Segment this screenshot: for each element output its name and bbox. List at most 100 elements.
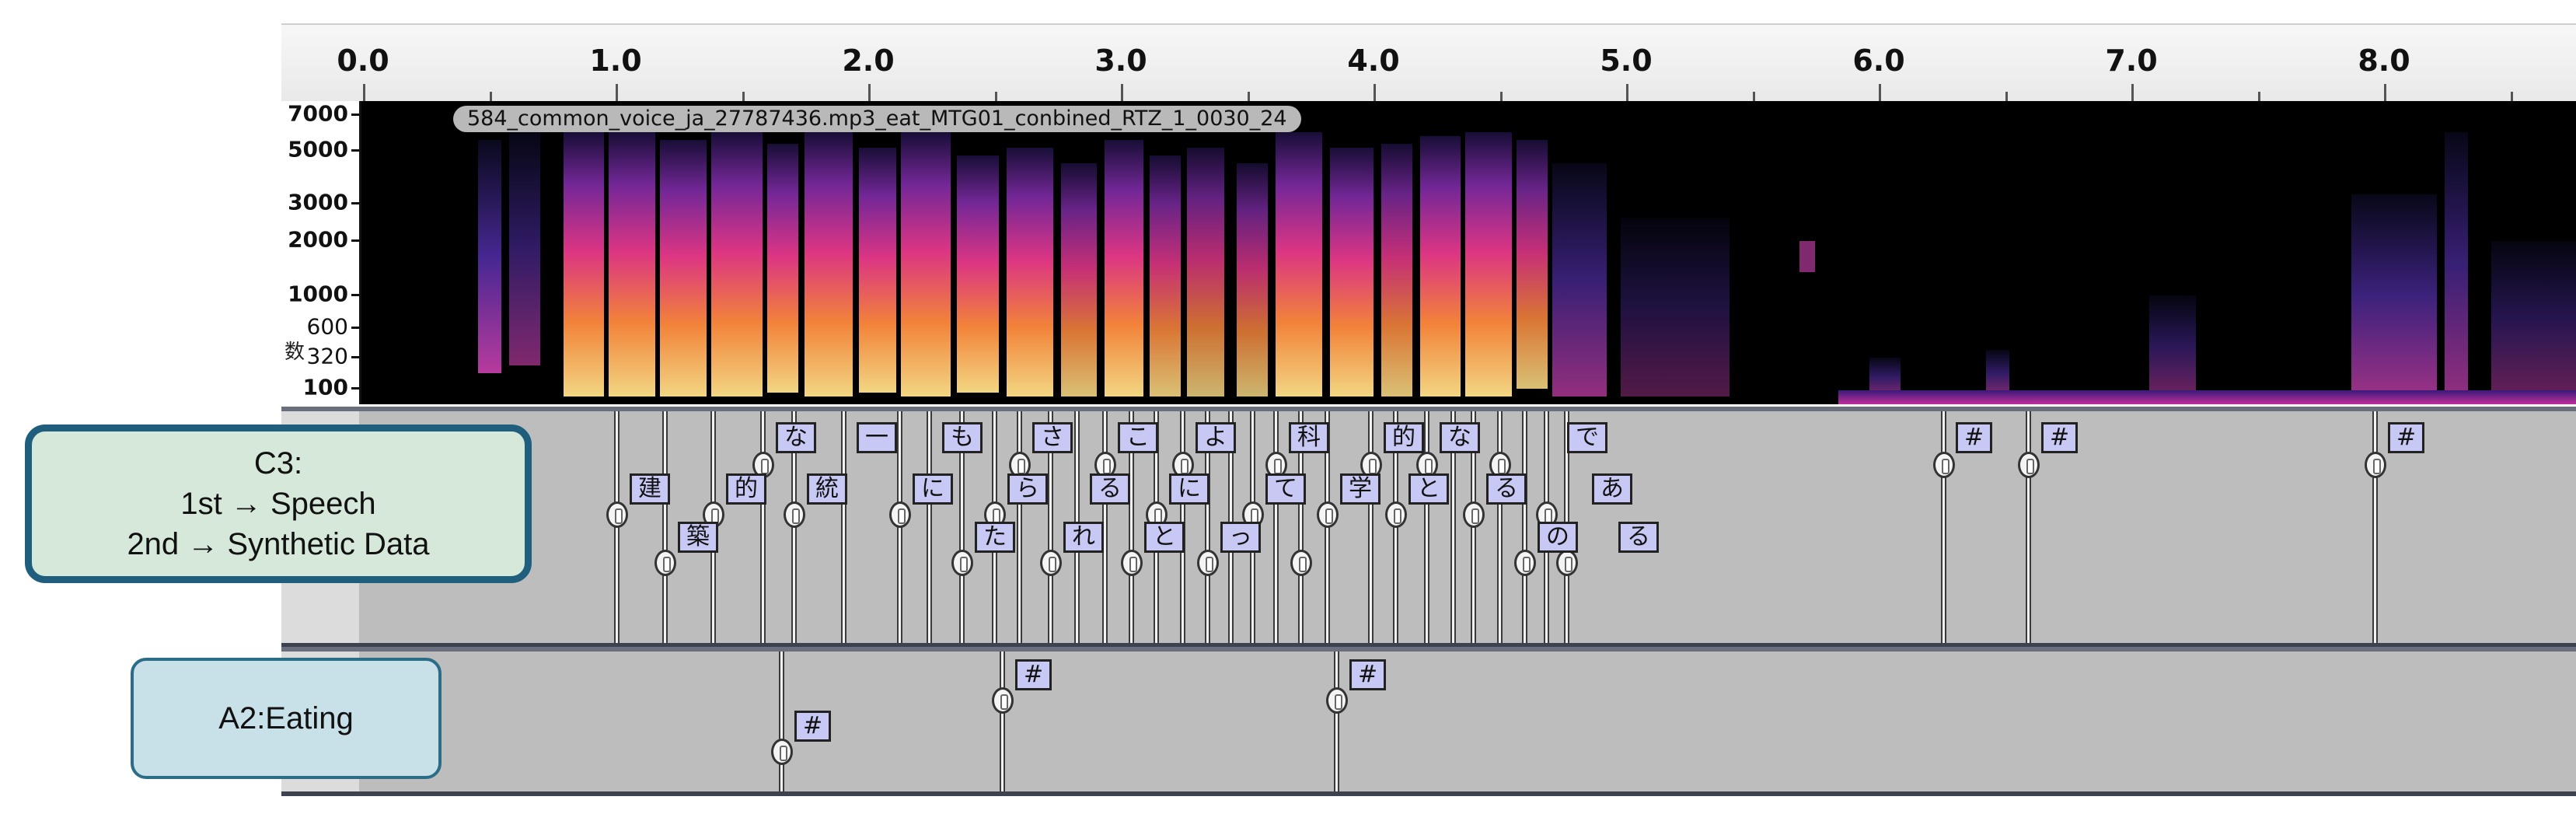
phonetic-label[interactable]: 築 [678,522,718,553]
pause-label[interactable]: # [2041,422,2079,453]
boundary-handle-icon[interactable] [992,687,1014,714]
label-boundary[interactable] [2372,411,2378,643]
frequency-label: 5000 [288,136,348,162]
phonetic-label[interactable]: さ [1032,422,1073,453]
label-boundary[interactable] [1424,411,1429,643]
boundary-handle-icon[interactable] [2018,452,2040,478]
label-boundary[interactable] [1017,411,1022,643]
phonetic-label[interactable]: の [1538,522,1578,553]
boundary-handle-icon[interactable] [889,501,911,528]
spectrogram-graphic [478,132,2576,404]
phonetic-label[interactable]: て [1265,473,1306,505]
phonetic-label[interactable]: 学 [1340,473,1380,505]
phonetic-label[interactable]: 建 [630,473,670,505]
phonetic-label[interactable]: あ [1592,473,1632,505]
label-boundary[interactable] [1334,652,1339,791]
ruler-tick [2384,84,2386,101]
label-boundary[interactable] [841,411,846,643]
pause-label[interactable]: # [1349,659,1387,690]
boundary-handle-icon[interactable] [1197,550,1219,576]
phonetic-label[interactable]: 科 [1289,422,1329,453]
label-boundary[interactable] [959,411,965,643]
clip-name-badge[interactable]: 584_common_voice_ja_27787436.mp3_eat_MTG… [453,106,1301,132]
ruler-tick [2131,84,2134,101]
label-track-eating[interactable]: # # # [281,647,2576,796]
label-boundary[interactable] [1129,411,1134,643]
phonetic-label[interactable]: よ [1196,422,1236,453]
phonetic-label[interactable]: に [1169,473,1209,505]
label-track-speech[interactable]: 建 築 的 な 統 一 に も た ら さ れ る こ と に よ っ て 科 … [281,407,2576,648]
phonetic-label[interactable]: た [975,522,1015,553]
label-boundary[interactable] [1368,411,1374,643]
phonetic-label[interactable]: な [1440,422,1480,453]
label-boundary[interactable] [1450,411,1456,643]
spectrogram-track[interactable]: 7000 5000 3000 2000 1000 600 320 100 数 [281,101,2576,404]
phonetic-label[interactable]: れ [1063,522,1104,553]
boundary-handle-icon[interactable] [1290,550,1312,576]
boundary-handle-icon[interactable] [1121,550,1143,576]
label-boundary[interactable] [662,411,668,643]
callout-a2-text: A2:Eating [218,700,354,735]
boundary-handle-icon[interactable] [1463,501,1485,528]
boundary-handle-icon[interactable] [1040,550,1062,576]
phonetic-label[interactable]: る [1090,473,1130,505]
phonetic-label[interactable]: こ [1118,422,1158,453]
boundary-handle-icon[interactable] [951,550,973,576]
ruler-tick [1752,92,1755,101]
phonetic-label[interactable]: る [1618,522,1659,553]
ruler-label: 4.0 [1347,44,1400,78]
phonetic-label[interactable]: な [776,422,816,453]
pause-label[interactable]: # [1015,659,1052,690]
label-boundary[interactable] [1273,411,1279,643]
phonetic-label[interactable]: と [1408,473,1449,505]
phonetic-label[interactable]: 的 [1384,422,1424,453]
label-boundary[interactable] [779,652,784,791]
ruler-label: 3.0 [1094,44,1147,78]
boundary-handle-icon[interactable] [654,550,676,576]
label-boundary[interactable] [1941,411,1946,643]
label-boundary[interactable] [1205,411,1210,643]
boundary-handle-icon[interactable] [771,739,793,765]
ruler-tick [1626,84,1628,101]
frequency-axis-title: 数 [284,341,305,364]
ruler-tick [616,84,618,101]
boundary-handle-icon[interactable] [1933,452,1955,478]
pause-label[interactable]: # [2388,422,2425,453]
frequency-label: 100 [302,374,348,400]
boundary-handle-icon[interactable] [2365,452,2386,478]
label-boundary[interactable] [927,411,932,643]
phonetic-label[interactable]: に [913,473,953,505]
phonetic-label[interactable]: 統 [807,473,847,505]
phonetic-label[interactable]: で [1567,422,1607,453]
boundary-handle-icon[interactable] [1514,550,1536,576]
phonetic-label[interactable]: 一 [857,422,897,453]
boundary-handle-icon[interactable] [1326,687,1348,714]
label-boundary[interactable] [2026,411,2031,643]
phonetic-label[interactable]: と [1144,522,1185,553]
label-boundary[interactable] [1000,652,1005,791]
boundary-handle-icon[interactable] [606,501,628,528]
boundary-handle-icon[interactable] [1489,452,1511,478]
boundary-handle-icon[interactable] [1385,501,1407,528]
label-boundary[interactable] [1522,411,1527,643]
label-boundary[interactable] [1048,411,1053,643]
ruler-label: 0.0 [337,44,389,78]
frequency-label: 2000 [288,226,348,253]
callout-a2: A2:Eating [131,658,442,779]
phonetic-label[interactable]: も [942,422,983,453]
label-boundary[interactable] [1298,411,1304,643]
time-ruler[interactable]: 0.0 1.0 2.0 3.0 4.0 5.0 6.0 7.0 8.0 [281,23,2576,103]
phonetic-label[interactable]: 的 [726,473,766,505]
pause-label[interactable]: # [794,711,832,742]
boundary-handle-icon[interactable] [1317,501,1339,528]
boundary-handle-icon[interactable] [1556,550,1578,576]
phonetic-label[interactable]: る [1486,473,1527,505]
phonetic-label[interactable]: っ [1220,522,1261,553]
label-boundary[interactable] [760,411,766,643]
spectrogram-image[interactable]: 584_common_voice_ja_27787436.mp3_eat_MTG… [361,101,2576,404]
phonetic-label[interactable]: ら [1007,473,1048,505]
label-boundary[interactable] [1497,411,1503,643]
boundary-handle-icon[interactable] [784,501,805,528]
pause-label[interactable]: # [1956,422,1993,453]
low-frequency-strip [1838,390,2576,404]
